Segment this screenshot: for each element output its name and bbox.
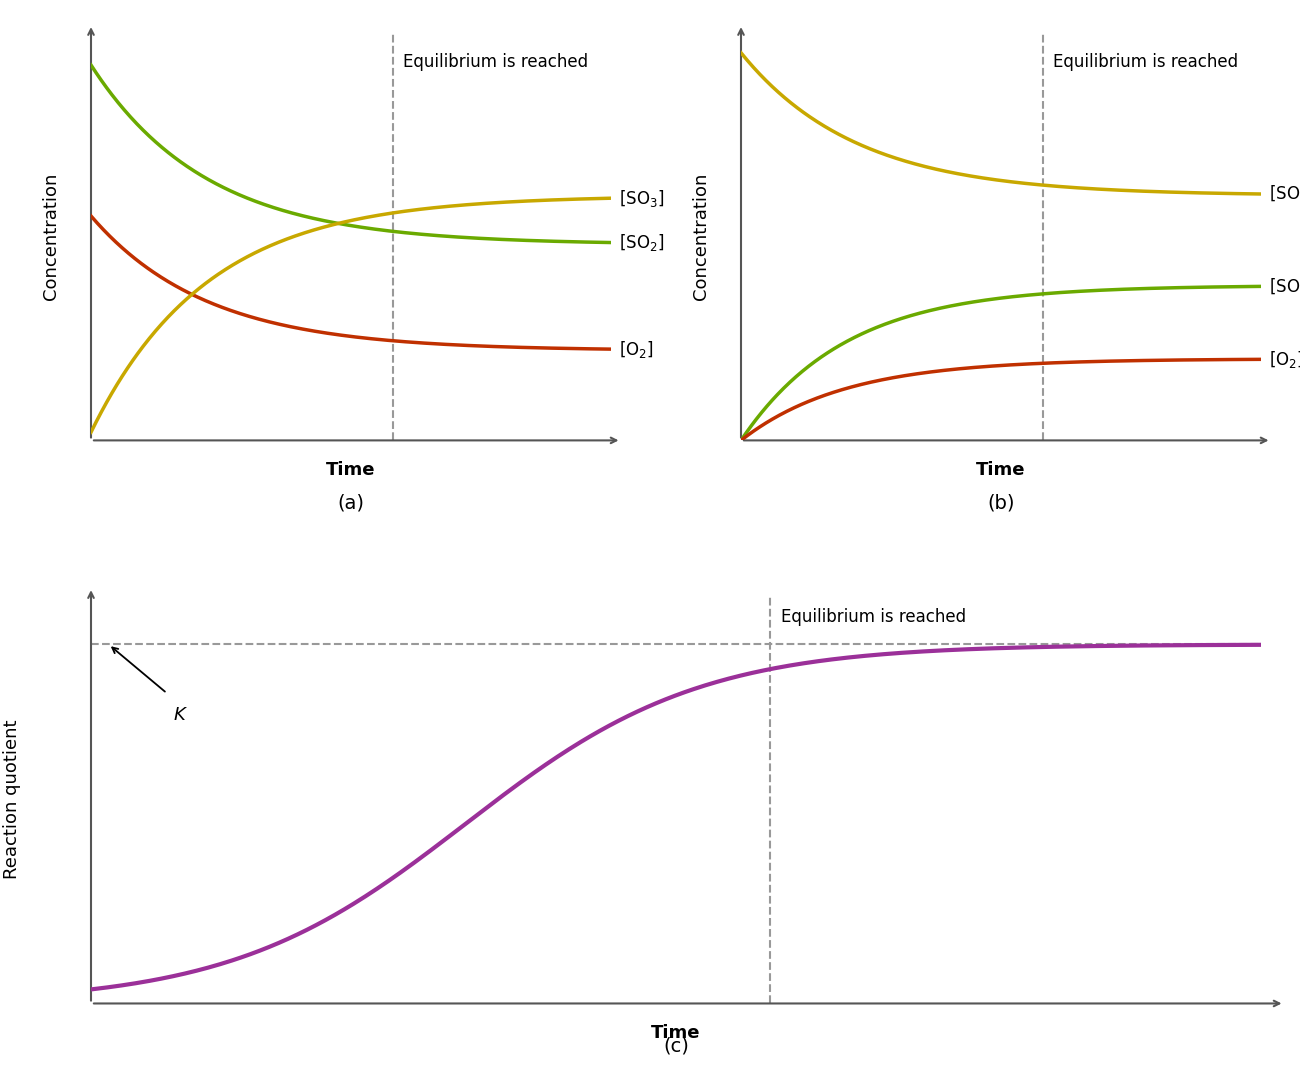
Text: $K$: $K$ (173, 706, 188, 724)
Text: Time: Time (326, 461, 376, 479)
Text: Concentration: Concentration (692, 173, 710, 300)
Text: Equilibrium is reached: Equilibrium is reached (403, 53, 588, 71)
Text: Time: Time (976, 461, 1026, 479)
Text: [SO$_2$]: [SO$_2$] (619, 232, 664, 254)
Text: Equilibrium is reached: Equilibrium is reached (781, 607, 966, 626)
Text: [O$_2$]: [O$_2$] (1269, 349, 1300, 370)
Text: (c): (c) (663, 1036, 689, 1055)
Text: [O$_2$]: [O$_2$] (619, 339, 654, 359)
Text: (a): (a) (338, 493, 364, 513)
Text: Reaction quotient: Reaction quotient (3, 720, 21, 879)
Text: Equilibrium is reached: Equilibrium is reached (1053, 53, 1238, 71)
Text: [SO$_3$]: [SO$_3$] (619, 188, 664, 208)
Text: [SO$_3$]: [SO$_3$] (1269, 183, 1300, 205)
Text: Time: Time (651, 1024, 701, 1042)
Text: Concentration: Concentration (42, 173, 60, 300)
Text: [SO$_2$]: [SO$_2$] (1269, 276, 1300, 297)
Text: (b): (b) (987, 493, 1015, 513)
